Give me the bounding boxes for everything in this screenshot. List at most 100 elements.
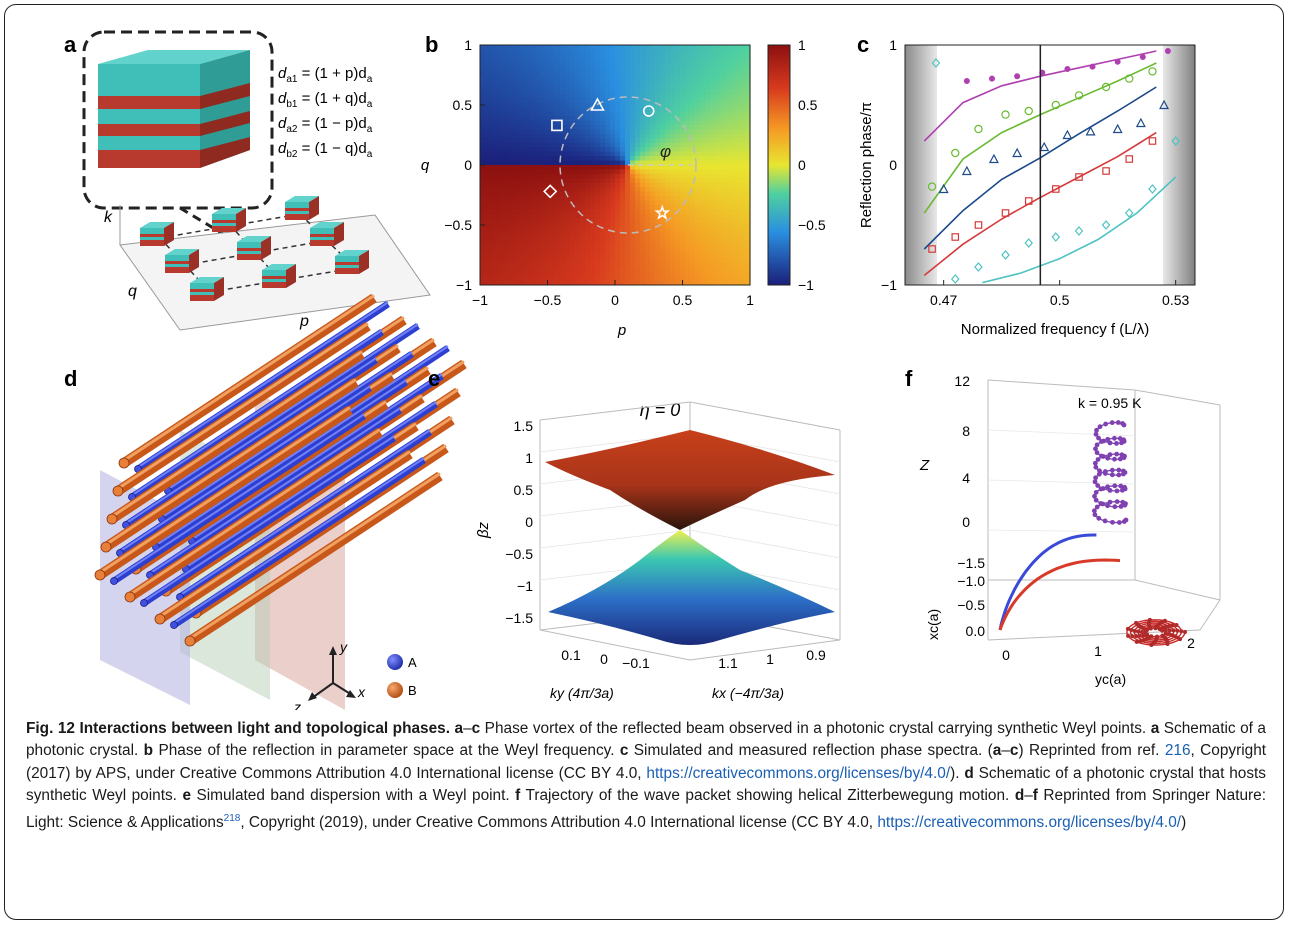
- heatmap-cell: [535, 53, 541, 59]
- heatmap-cell: [660, 271, 666, 277]
- heatmap-cell: [635, 276, 641, 282]
- heatmap-cell: [620, 196, 626, 202]
- heatmap-cell: [645, 85, 651, 91]
- heatmap-cell: [485, 231, 491, 237]
- heatmap-cell: [590, 160, 596, 166]
- heatmap-cell: [550, 133, 556, 139]
- heatmap-cell: [500, 271, 506, 277]
- heatmap-cell: [610, 98, 616, 104]
- helix-point: [1112, 504, 1118, 510]
- heatmap-cell: [720, 196, 726, 202]
- heatmap-cell: [625, 107, 631, 113]
- heatmap-cell: [510, 156, 516, 162]
- heatmap-cell: [695, 213, 701, 219]
- heatmap-cell: [590, 271, 596, 277]
- heatmap-cell: [740, 98, 746, 104]
- heatmap-cell: [565, 240, 571, 246]
- heatmap-cell: [710, 187, 716, 193]
- heatmap-cell: [725, 245, 731, 251]
- heatmap-cell: [540, 102, 546, 108]
- heatmap-cell: [625, 196, 631, 202]
- heatmap-cell: [600, 85, 606, 91]
- heatmap-cell: [720, 116, 726, 122]
- heatmap-cell: [505, 125, 511, 131]
- heatmap-cell: [690, 111, 696, 117]
- heatmap-cell: [595, 45, 601, 51]
- heatmap-cell: [665, 165, 671, 171]
- heatmap-cell: [555, 258, 561, 264]
- license-link[interactable]: https://creativecommons.org/licenses/by/…: [877, 813, 1182, 831]
- heatmap-cell: [715, 107, 721, 113]
- heatmap-cell: [505, 93, 511, 99]
- heatmap-cell: [690, 173, 696, 179]
- heatmap-cell: [600, 258, 606, 264]
- heatmap-cell: [635, 200, 641, 206]
- heatmap-cell: [495, 253, 501, 259]
- heatmap-cell: [625, 76, 631, 82]
- heatmap-cell: [585, 178, 591, 184]
- heatmap-cell: [720, 267, 726, 273]
- heatmap-cell: [530, 116, 536, 122]
- heatmap-cell: [595, 89, 601, 95]
- heatmap-cell: [495, 209, 501, 215]
- heatmap-cell: [485, 93, 491, 99]
- heatmap-cell: [680, 93, 686, 99]
- data-point-circle: [1101, 82, 1111, 92]
- heatmap-cell: [550, 125, 556, 131]
- heatmap-cell: [500, 45, 506, 51]
- heatmap-cell: [530, 49, 536, 55]
- heatmap-cell: [700, 258, 706, 264]
- heatmap-cell: [560, 102, 566, 108]
- heatmap-cell: [525, 129, 531, 135]
- heatmap-cell: [515, 80, 521, 86]
- heatmap-cell: [600, 236, 606, 242]
- heatmap-cell: [715, 58, 721, 64]
- rod-b: [112, 321, 371, 497]
- heatmap-cell: [555, 218, 561, 224]
- heatmap-cell: [745, 209, 751, 215]
- heatmap-cell: [510, 267, 516, 273]
- heatmap-cell: [715, 267, 721, 273]
- heatmap-cell: [480, 129, 486, 135]
- heatmap-cell: [655, 191, 661, 197]
- heatmap-cell: [730, 231, 736, 237]
- heatmap-cell: [680, 138, 686, 144]
- xc-axis-label: xc(a): [925, 609, 941, 640]
- heatmap-cell: [685, 102, 691, 108]
- license-link[interactable]: https://creativecommons.org/licenses/by/…: [646, 764, 951, 782]
- heatmap-cell: [555, 49, 561, 55]
- heatmap-cell: [520, 191, 526, 197]
- reference-link[interactable]: 216: [1164, 742, 1191, 760]
- heatmap-cell: [540, 271, 546, 277]
- heatmap-cell: [685, 245, 691, 251]
- heatmap-cell: [525, 178, 531, 184]
- helix-point: [1105, 484, 1110, 490]
- heatmap-cell: [725, 196, 731, 202]
- heatmap-cell: [540, 222, 546, 228]
- mini-block: [310, 222, 344, 246]
- k-annotation: k = 0.95 K: [1078, 395, 1142, 411]
- heatmap-cell: [665, 129, 671, 135]
- heatmap-cell: [575, 276, 581, 282]
- heatmap-cell: [680, 49, 686, 55]
- data-point-square: [1148, 137, 1157, 145]
- heatmap-cell: [530, 196, 536, 202]
- heatmap-cell: [745, 200, 751, 206]
- heatmap-cell: [550, 253, 556, 259]
- heatmap-cell: [525, 258, 531, 264]
- reference-link[interactable]: 218: [223, 812, 241, 824]
- heatmap-cell: [685, 258, 691, 264]
- heatmap-cell: [495, 80, 501, 86]
- heatmap-cell: [700, 76, 706, 82]
- heatmap-cell: [490, 129, 496, 135]
- heatmap-cell: [675, 227, 681, 233]
- heatmap-cell: [525, 102, 531, 108]
- heatmap-cell: [615, 191, 621, 197]
- heatmap-cell: [540, 240, 546, 246]
- legend-a-label: A: [408, 655, 417, 670]
- heatmap-cell: [690, 98, 696, 104]
- heatmap-cell: [745, 85, 751, 91]
- heatmap-cell: [725, 205, 731, 211]
- heatmap-cell: [585, 165, 591, 171]
- heatmap-cell: [565, 271, 571, 277]
